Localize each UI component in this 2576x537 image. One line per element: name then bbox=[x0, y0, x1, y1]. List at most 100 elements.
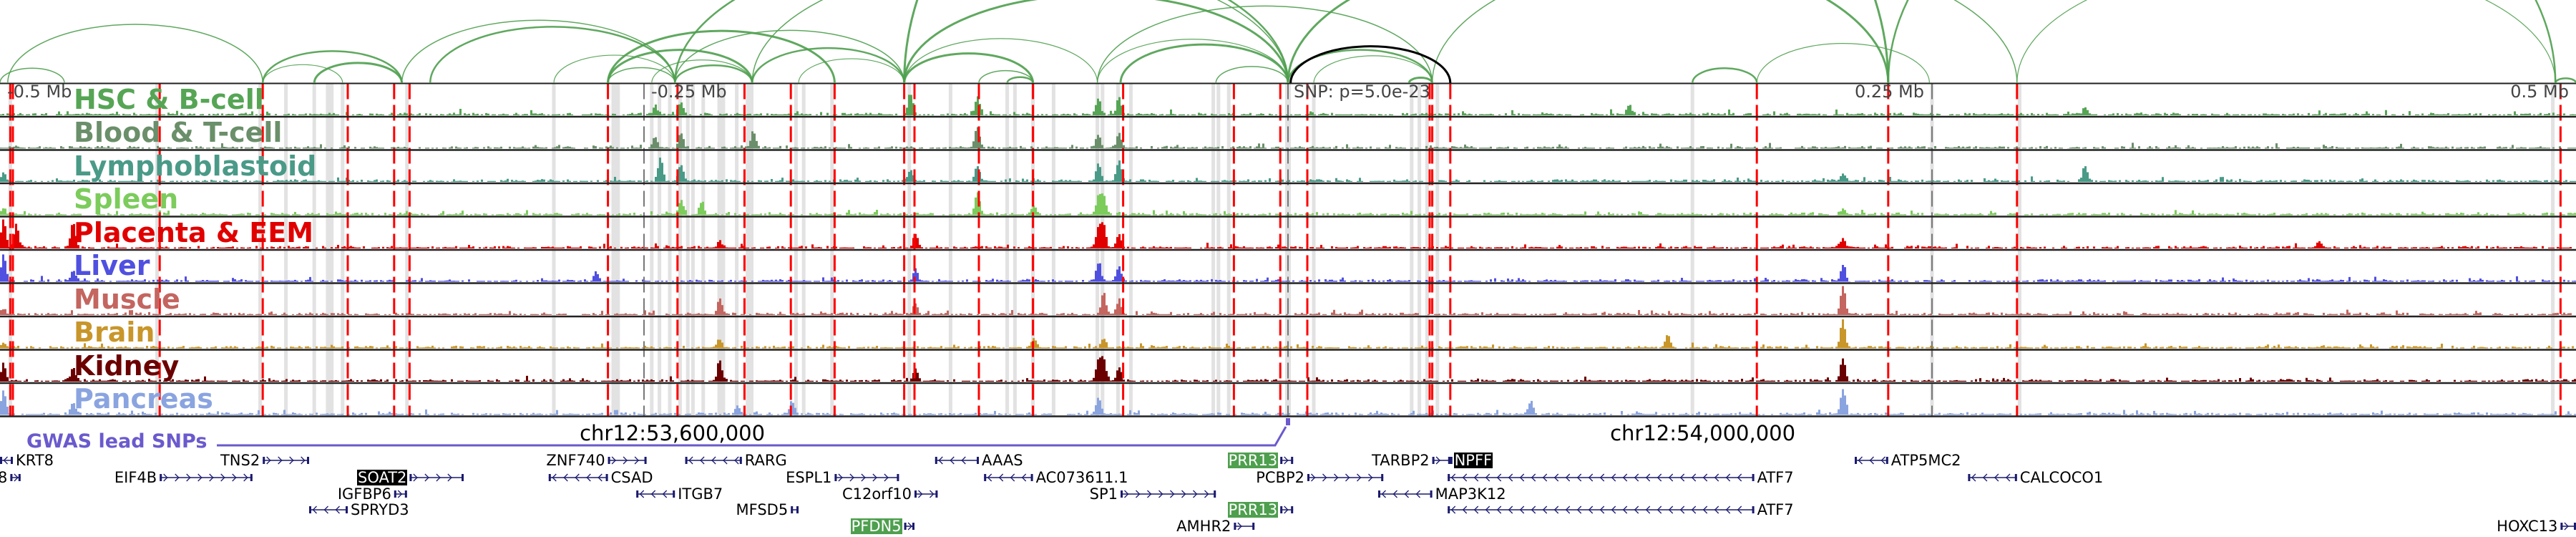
gene-label[interactable]: ITGB7 bbox=[678, 485, 723, 503]
strand-arrow-icon bbox=[1237, 522, 1242, 531]
gene-label[interactable]: AAAS bbox=[982, 452, 1023, 469]
gene-label[interactable]: ATF7 bbox=[1757, 469, 1794, 486]
strand-arrow-icon bbox=[930, 490, 935, 498]
strand-arrow-icon bbox=[1284, 505, 1289, 514]
gene-exon bbox=[1121, 490, 1123, 498]
gene-label[interactable]: CALCOCO1 bbox=[2019, 469, 2104, 486]
gene-exon bbox=[1307, 474, 1309, 481]
gene-exon bbox=[796, 506, 799, 513]
gwas-track bbox=[217, 418, 1290, 447]
gene-label[interactable]: PFDN5 bbox=[850, 518, 902, 535]
gene-label[interactable]: SP1 bbox=[1089, 485, 1118, 503]
track-signal bbox=[0, 219, 2576, 248]
strand-arrow-icon bbox=[552, 473, 557, 482]
gene-exon bbox=[2560, 523, 2563, 530]
strand-arrow-icon bbox=[1435, 456, 1441, 465]
loop-arc bbox=[7, 24, 263, 84]
loop-arc bbox=[2016, 0, 2556, 84]
gene-label[interactable]: ZNF740 bbox=[546, 452, 605, 469]
loop-arc bbox=[553, 54, 675, 84]
gene-label[interactable]: ESPL1 bbox=[786, 469, 832, 486]
strand-arrow-icon bbox=[1702, 505, 1708, 514]
gene-exon bbox=[0, 457, 2, 464]
gene-label[interactable]: TARBP2 bbox=[1372, 452, 1430, 469]
gene-label[interactable]: AMHR2 bbox=[1176, 518, 1231, 535]
strand-arrow-icon bbox=[1858, 456, 1863, 465]
loop-arc bbox=[607, 67, 675, 84]
loop-arc bbox=[1096, 5, 1433, 84]
gene-exon bbox=[1280, 506, 1283, 513]
gene-label[interactable]: CSAD bbox=[610, 469, 653, 486]
gene-label[interactable]: 8 bbox=[0, 469, 8, 486]
lead-snp-label: SNP: p=5.0e-23 bbox=[1294, 82, 1430, 102]
strand-arrow-icon bbox=[278, 456, 283, 465]
gene-exon bbox=[897, 474, 899, 481]
gene-label[interactable]: TNS2 bbox=[220, 452, 260, 469]
chromosome-position-label: chr12:53,600,000 bbox=[580, 421, 766, 445]
strand-arrow-icon bbox=[1714, 473, 1719, 482]
strand-arrow-icon bbox=[586, 473, 591, 482]
gene-exon bbox=[608, 457, 610, 464]
strand-arrow-icon bbox=[1462, 505, 1468, 514]
strand-arrow-icon bbox=[1542, 473, 1548, 482]
gene-exon bbox=[977, 457, 979, 464]
loop-arc bbox=[607, 49, 753, 84]
strand-arrow-icon bbox=[2005, 473, 2011, 482]
gene-exon bbox=[462, 474, 464, 481]
gene-exon bbox=[263, 457, 265, 464]
gene-exon bbox=[1378, 490, 1380, 498]
gene-label[interactable]: KRT8 bbox=[16, 452, 54, 469]
strand-arrow-icon bbox=[597, 473, 602, 482]
gene-label[interactable]: SOAT2 bbox=[356, 469, 408, 486]
loop-arc bbox=[673, 64, 753, 84]
loop-arc bbox=[1407, 77, 1434, 84]
loop-arc bbox=[1287, 49, 1433, 84]
strand-arrow-icon bbox=[1136, 490, 1141, 498]
loop-arc bbox=[429, 26, 676, 84]
loop-arc bbox=[798, 58, 905, 84]
gene-exon bbox=[1291, 506, 1294, 513]
strand-arrow-icon bbox=[1450, 473, 1456, 482]
strand-arrow-icon bbox=[1668, 505, 1674, 514]
gene-exon bbox=[904, 523, 907, 530]
strand-arrow-icon bbox=[849, 473, 854, 482]
strand-arrow-icon bbox=[1508, 505, 1513, 514]
gene-label[interactable]: PCBP2 bbox=[1256, 469, 1304, 486]
axis-tick-label: -0.25 Mb bbox=[651, 82, 727, 102]
strand-arrow-icon bbox=[1553, 473, 1559, 482]
gene-label[interactable]: IGFBP6 bbox=[337, 485, 391, 503]
gene-exon bbox=[605, 474, 608, 481]
gene-label[interactable]: PRR13 bbox=[1227, 501, 1279, 518]
strand-arrow-icon bbox=[1657, 505, 1662, 514]
gene-exon bbox=[548, 474, 551, 481]
gene-label[interactable]: NPFF bbox=[1453, 452, 1493, 469]
gene-label[interactable]: ATP5MC2 bbox=[1890, 452, 1961, 469]
gene-label[interactable]: PRR13 bbox=[1227, 452, 1279, 469]
gene-exon bbox=[18, 474, 21, 481]
strand-arrow-icon bbox=[209, 473, 214, 482]
gene-exon bbox=[1448, 506, 1450, 513]
gene-exon bbox=[1752, 506, 1755, 513]
strand-arrow-icon bbox=[1622, 505, 1628, 514]
gene-label[interactable]: RARG bbox=[744, 452, 787, 469]
gene-exon bbox=[309, 506, 311, 513]
gene-label[interactable]: EIF4B bbox=[114, 469, 157, 486]
gene-label[interactable]: HOXC13 bbox=[2497, 518, 2558, 535]
track-label: Kidney bbox=[74, 349, 180, 382]
strand-arrow-icon bbox=[1284, 456, 1289, 465]
gene-label[interactable]: ATF7 bbox=[1757, 501, 1794, 518]
strand-arrow-icon bbox=[1737, 505, 1742, 514]
track-signal bbox=[0, 95, 2576, 115]
gene-label[interactable]: SPRYD3 bbox=[351, 501, 409, 518]
strand-arrow-icon bbox=[711, 456, 716, 465]
loop-arc bbox=[674, 29, 905, 84]
gene-exon bbox=[935, 490, 938, 498]
gene-exon bbox=[791, 506, 794, 513]
gene-label[interactable]: MFSD5 bbox=[736, 501, 789, 518]
strand-arrow-icon bbox=[1147, 490, 1152, 498]
gene-label[interactable]: C12orf10 bbox=[842, 485, 912, 503]
gene-label[interactable]: MAP3K12 bbox=[1435, 485, 1506, 503]
gene-label[interactable]: AC073611.1 bbox=[1035, 469, 1128, 486]
strand-arrow-icon bbox=[1473, 505, 1479, 514]
